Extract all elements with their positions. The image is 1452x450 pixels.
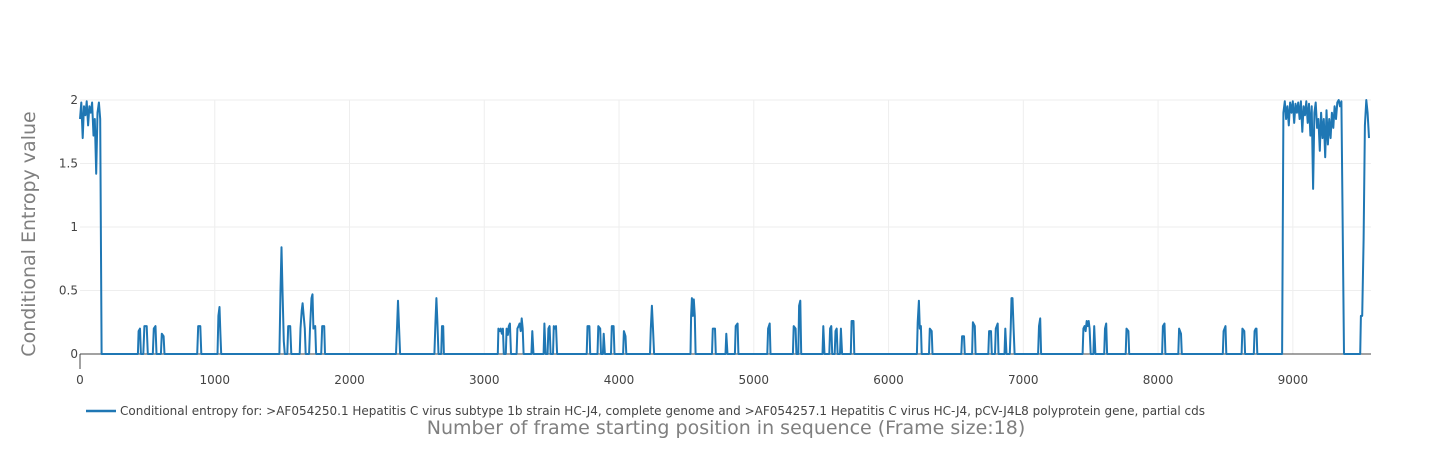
tick-labels: 0 1000 2000 3000 4000 5000 6000 7000 8000 9000 0 0.… (59, 93, 1308, 387)
legend[interactable]: Conditional entropy for: >AF054250.1 Hep… (86, 404, 1205, 418)
series-layer (79, 99, 1370, 355)
x-tick-label: 9000 (1278, 373, 1309, 387)
x-tick-label: 3000 (469, 373, 500, 387)
legend-label: Conditional entropy for: >AF054250.1 Hep… (120, 404, 1205, 418)
x-tick-label: 5000 (739, 373, 770, 387)
x-tick-label: 0 (76, 373, 84, 387)
x-axis-title: Number of frame starting position in seq… (427, 417, 1026, 439)
x-tick-label: 2000 (334, 373, 365, 387)
grid-lines (80, 99, 1371, 354)
y-tick-label: 0 (70, 347, 78, 361)
series-line (79, 99, 1370, 355)
y-axis-title: Conditional Entropy value (18, 111, 40, 356)
x-tick-label: 1000 (199, 373, 230, 387)
x-tick-label: 4000 (604, 373, 635, 387)
y-tick-label: 2 (70, 93, 78, 107)
axes (79, 353, 1371, 369)
y-tick-label: 1 (70, 220, 78, 234)
x-tick-label: 7000 (1008, 373, 1039, 387)
y-tick-label: 0.5 (59, 284, 78, 298)
y-tick-label: 1.5 (59, 157, 78, 171)
x-tick-label: 6000 (873, 373, 904, 387)
x-tick-label: 8000 (1143, 373, 1174, 387)
